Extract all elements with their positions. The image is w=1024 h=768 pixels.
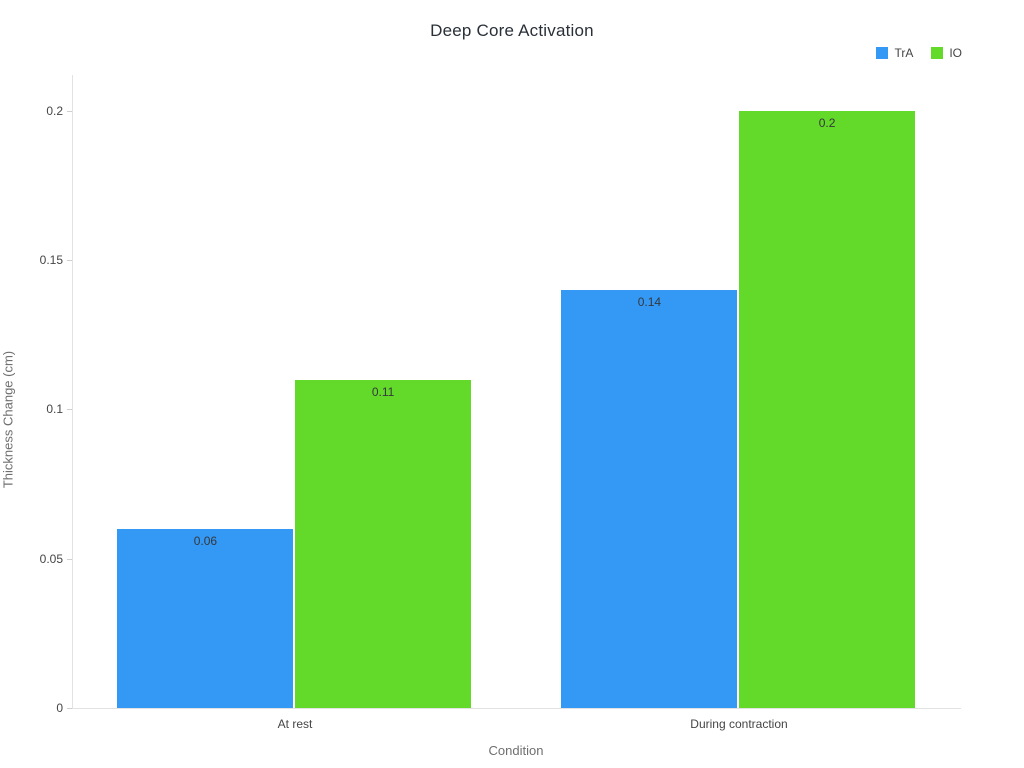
- legend-item-io[interactable]: IO: [931, 46, 962, 60]
- legend-label: TrA: [894, 46, 914, 60]
- legend-swatch-icon: [876, 47, 889, 59]
- y-tick-mark: [67, 110, 72, 112]
- y-axis-title: Thickness Change (cm): [0, 350, 16, 489]
- y-tick-mark: [67, 708, 72, 709]
- y-tick-label: 0.1: [46, 402, 63, 417]
- y-tick-mark: [67, 558, 72, 560]
- plot-area: 0 0.05 0.1 0.15 0.2 0.06 0.11 At rest 0.14 0.2 Dur…: [40, 75, 961, 731]
- legend-swatch-icon: [931, 47, 944, 59]
- bar-io-0[interactable]: [295, 379, 472, 708]
- bar-tra-1[interactable]: [561, 289, 738, 708]
- x-tick-label: During contraction: [690, 717, 788, 731]
- legend-item-tra[interactable]: TrA: [876, 46, 913, 60]
- y-tick-label: 0: [56, 701, 63, 715]
- y-tick-label: 0.2: [46, 103, 63, 118]
- x-tick-label: At rest: [277, 717, 313, 731]
- x-axis-title: Condition: [488, 743, 544, 758]
- bar-tra-0[interactable]: [117, 528, 294, 708]
- legend-label: IO: [949, 46, 962, 60]
- bar-io-1[interactable]: [739, 110, 916, 708]
- y-tick-label: 0.15: [39, 253, 63, 268]
- y-tick-mark: [67, 260, 72, 262]
- legend: TrA IO: [876, 46, 962, 60]
- y-tick-label: 0.05: [39, 551, 63, 566]
- y-tick-mark: [67, 409, 72, 411]
- chart-title: Deep Core Activation: [430, 21, 594, 40]
